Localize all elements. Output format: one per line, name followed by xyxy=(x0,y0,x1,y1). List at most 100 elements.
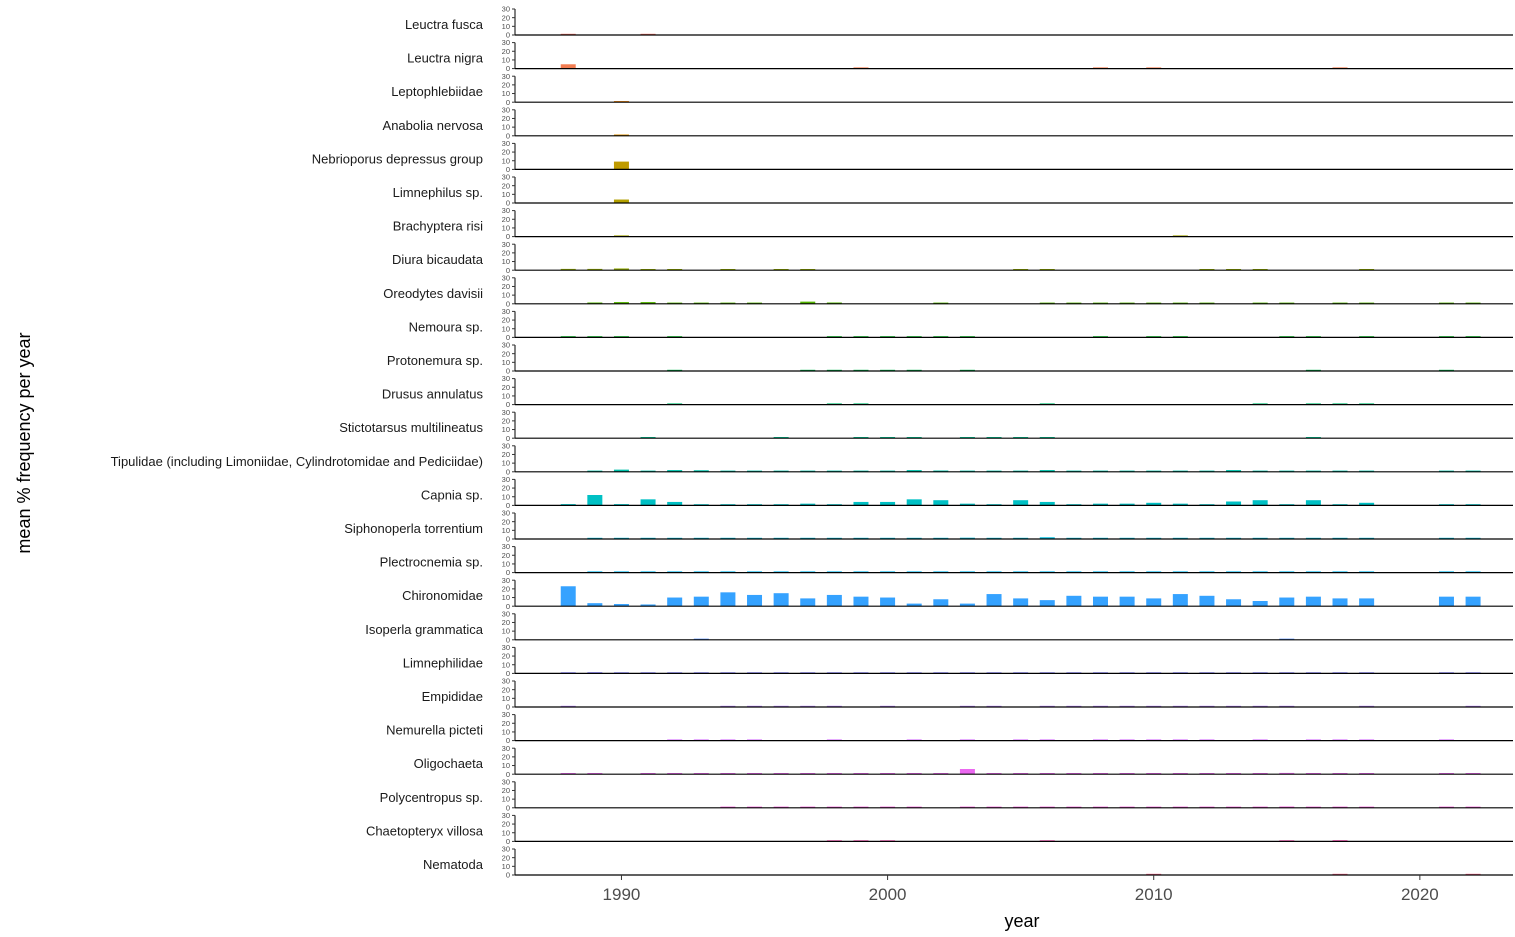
panel-label: Brachyptera risi xyxy=(393,219,483,234)
bar xyxy=(720,773,736,775)
y-tick-label: 10 xyxy=(502,660,510,669)
bar xyxy=(853,501,869,506)
y-tick-label: 0 xyxy=(506,333,510,342)
y-tick-label: 20 xyxy=(502,248,510,257)
y-tick-label: 30 xyxy=(502,777,510,786)
bar xyxy=(1013,773,1029,775)
panel-label: Oreodytes davisii xyxy=(383,286,483,301)
panel-label: Anabolia nervosa xyxy=(383,118,484,133)
bar xyxy=(1279,806,1295,808)
bar xyxy=(1172,773,1188,775)
bar xyxy=(853,773,869,775)
y-tick-label: 30 xyxy=(502,341,510,350)
panel-label: Nemoura sp. xyxy=(409,319,483,334)
bar xyxy=(667,597,683,607)
bar xyxy=(1092,596,1108,607)
bar xyxy=(826,302,842,304)
panel-label: Limnephilus sp. xyxy=(393,185,483,200)
y-tick-label: 0 xyxy=(506,736,510,745)
bar xyxy=(826,773,842,775)
y-tick-label: 30 xyxy=(502,240,510,249)
bar xyxy=(1465,773,1481,775)
bar xyxy=(640,773,656,775)
bar xyxy=(1305,500,1321,506)
bar xyxy=(1092,503,1108,506)
y-tick-label: 20 xyxy=(502,80,510,89)
panel-label: Stictotarsus multilineatus xyxy=(339,420,483,435)
y-tick-label: 30 xyxy=(502,273,510,282)
y-tick-label: 0 xyxy=(506,871,510,880)
bar xyxy=(1039,537,1055,539)
bar xyxy=(880,501,896,506)
y-tick-label: 0 xyxy=(506,232,510,241)
bar xyxy=(587,603,603,607)
panel-label: Nemurella picteti xyxy=(386,723,483,738)
y-tick-label: 0 xyxy=(506,703,510,712)
y-tick-label: 10 xyxy=(502,560,510,569)
bar xyxy=(613,302,629,304)
panel-label: Oligochaeta xyxy=(414,756,484,771)
y-tick-label: 20 xyxy=(502,685,510,694)
y-tick-label: 0 xyxy=(506,400,510,409)
bar xyxy=(773,593,789,607)
panel-label: Protonemura sp. xyxy=(387,353,483,368)
y-tick-label: 20 xyxy=(502,114,510,123)
y-tick-label: 10 xyxy=(502,459,510,468)
bar xyxy=(1332,598,1348,607)
bar xyxy=(587,672,603,674)
bar xyxy=(587,773,603,775)
bar xyxy=(933,500,949,506)
bar xyxy=(1465,596,1481,607)
panel-label: Empididae xyxy=(422,689,483,704)
y-tick-label: 30 xyxy=(502,38,510,47)
y-tick-label: 20 xyxy=(502,450,510,459)
bar xyxy=(800,301,816,304)
bar xyxy=(1359,806,1375,808)
y-tick-label: 20 xyxy=(502,652,510,661)
bar xyxy=(1305,773,1321,775)
bar xyxy=(906,773,922,775)
bar xyxy=(906,499,922,506)
bar xyxy=(1438,773,1454,775)
bar xyxy=(1359,502,1375,506)
y-tick-label: 30 xyxy=(502,643,510,652)
bar xyxy=(959,769,975,775)
bar xyxy=(1279,597,1295,607)
bar xyxy=(986,806,1002,808)
bar xyxy=(1172,806,1188,808)
bar xyxy=(1359,598,1375,607)
panel-label: Limnephilidae xyxy=(403,655,483,670)
bar xyxy=(747,773,763,775)
y-tick-label: 10 xyxy=(502,156,510,165)
x-tick-label: 2010 xyxy=(1135,885,1173,904)
bar xyxy=(1359,773,1375,775)
bar xyxy=(1172,594,1188,607)
y-tick-label: 20 xyxy=(502,584,510,593)
panel-label: Leuctra nigra xyxy=(407,51,484,66)
y-axis-label: mean % frequency per year xyxy=(14,332,34,553)
y-tick-label: 20 xyxy=(502,719,510,728)
y-tick-label: 10 xyxy=(502,56,510,65)
y-tick-label: 10 xyxy=(502,761,510,770)
y-tick-label: 10 xyxy=(502,257,510,266)
y-tick-label: 30 xyxy=(502,105,510,114)
bar xyxy=(560,268,576,271)
bar xyxy=(747,594,763,607)
bar xyxy=(560,504,576,506)
y-tick-label: 30 xyxy=(502,307,510,316)
bar xyxy=(613,469,629,472)
y-tick-label: 10 xyxy=(502,392,510,401)
bar xyxy=(800,598,816,607)
bar xyxy=(959,806,975,808)
y-tick-label: 30 xyxy=(502,72,510,81)
